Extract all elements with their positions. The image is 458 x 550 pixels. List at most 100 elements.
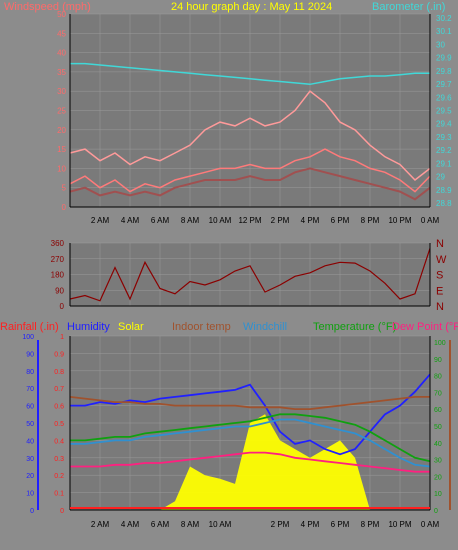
humidity-label: Humidity — [67, 321, 110, 333]
panel1-right-tick-label: 30.1 — [436, 27, 452, 36]
panel3-series — [69, 373, 431, 510]
rain-label: Rainfall (.in) — [0, 321, 59, 333]
panel1-right-tick-label: 28.8 — [436, 199, 452, 208]
panel1-right-tick-label: 29.3 — [436, 133, 452, 142]
panel1-x-tick-label: 2 PM — [271, 216, 290, 225]
panel3-rain-tick-label: 0.5 — [54, 421, 64, 428]
panel1-x-tick-label: 8 AM — [181, 216, 200, 225]
panel1-x-tick-label: 8 PM — [361, 216, 380, 225]
panel3-left-tick-label: 30 — [26, 456, 34, 463]
panel1-x-tick-label: 10 AM — [209, 216, 232, 225]
panel2-left-tick-label: 360 — [51, 239, 65, 248]
indoor-label: Indoor temp — [172, 321, 231, 333]
panel3-right-tick-label: 90 — [434, 357, 442, 364]
panel3-left-tick-label: 20 — [26, 473, 34, 480]
series-barometer — [70, 62, 430, 86]
series-windspeed — [69, 148, 431, 193]
panel3-x-tick-label: 4 PM — [301, 520, 320, 529]
series-direction — [69, 248, 431, 302]
panel1-left-tick-label: 50 — [57, 10, 66, 19]
panel3-rain-tick-label: 0.9 — [54, 351, 64, 358]
panel3-left-tick-label: 80 — [26, 369, 34, 376]
panel1-series — [69, 62, 431, 201]
panel1-left-tick-label: 10 — [57, 164, 66, 173]
panel2-right-tick-label: W — [436, 254, 447, 266]
panel3-right-tick-label: 10 — [434, 491, 442, 498]
panel1-left-tick-label: 20 — [57, 126, 66, 135]
panel3-rain-tick-label: 0.8 — [54, 369, 64, 376]
windchill-label: Windchill — [243, 321, 287, 333]
panel1-x-tick-label: 0 AM — [421, 216, 440, 225]
panel3-x-tick-label: 0 AM — [421, 520, 440, 529]
panel3-right-tick-label: 100 — [434, 340, 446, 347]
panel1-x-tick-label: 2 AM — [91, 216, 110, 225]
panel3-rain-tick-label: 0 — [60, 508, 64, 515]
panel1-left-tick-label: 35 — [57, 68, 66, 77]
windspeed-axis-label: Windspeed (mph) — [4, 1, 91, 13]
panel3-rain-tick-label: 0.2 — [54, 473, 64, 480]
panel1-x-tick-label: 4 AM — [121, 216, 140, 225]
panel3-left-tick-label: 10 — [26, 491, 34, 498]
series-windgust — [69, 90, 431, 182]
panel2-left-tick-label: 0 — [60, 302, 65, 311]
panel1-right-tick-label: 29.9 — [436, 54, 452, 63]
panel2-right-tick-label: N — [436, 238, 444, 250]
panel2-left-tick-label: 270 — [51, 255, 65, 264]
panel3-left-tick-label: 90 — [26, 351, 34, 358]
panel1-x-tick-label: 4 PM — [301, 216, 320, 225]
panel1-left-tick-label: 15 — [57, 145, 66, 154]
panel2-right-tick-label: E — [436, 285, 443, 297]
panel3-left-tick-label: 50 — [26, 421, 34, 428]
panel3-right-tick-label: 0 — [434, 508, 438, 515]
panel1-right-tick-label: 29.7 — [436, 80, 452, 89]
panel3-left-tick-label: 0 — [30, 508, 34, 515]
series-temperature — [70, 413, 431, 463]
panel3-x-tick-label: 8 AM — [181, 520, 200, 529]
panel3-left-tick-label: 60 — [26, 404, 34, 411]
panel3-rain-tick-label: 0.3 — [54, 456, 64, 463]
panel1-left-tick-label: 0 — [62, 203, 67, 212]
panel1-x-tick-label: 6 PM — [331, 216, 350, 225]
panel3-left-tick-label: 40 — [26, 438, 34, 445]
panel3-right-tick-label: 40 — [434, 441, 442, 448]
panel1-left-tick-label: 45 — [57, 29, 66, 38]
temperature-label: Temperature (°F) — [313, 321, 396, 333]
panel3-x-tick-label: 10 AM — [209, 520, 232, 529]
panel3-rain-tick-label: 0.6 — [54, 404, 64, 411]
panel1-right-tick-label: 30.2 — [436, 14, 452, 23]
panel3-rain-tick-label: 1 — [60, 334, 64, 341]
panel3-left-tick-label: 70 — [26, 386, 34, 393]
series-solar — [70, 414, 430, 510]
panel3-rain-tick-label: 0.4 — [54, 438, 64, 445]
solar-label: Solar — [118, 321, 144, 333]
panel3-x-tick-label: 8 PM — [361, 520, 380, 529]
panel3-right-tick-label: 70 — [434, 390, 442, 397]
panel3-rain-tick-label: 0.1 — [54, 491, 64, 498]
dewpoint-label: Dew Point (°F — [392, 321, 458, 333]
panel3-x-tick-label: 2 AM — [91, 520, 110, 529]
panel1-x-tick-label: 6 AM — [151, 216, 170, 225]
series-windchill — [70, 418, 431, 468]
barometer-axis-label: Barometer (.in) — [372, 1, 445, 13]
panel3-x-tick-label: 4 AM — [121, 520, 140, 529]
panel3-right-tick-label: 60 — [434, 407, 442, 414]
panel2-left-tick-label: 180 — [51, 271, 65, 280]
panel1-right-tick-label: 30 — [436, 40, 445, 49]
panel1-left-tick-label: 30 — [57, 87, 66, 96]
panel1-right-tick-label: 29.2 — [436, 146, 452, 155]
panel1-right-tick-label: 29.4 — [436, 120, 452, 129]
panel2-right-tick-label: N — [436, 301, 444, 313]
panel3-rain-tick-label: 0.7 — [54, 386, 64, 393]
series-windavg — [69, 167, 431, 201]
panel1-right-tick-label: 29.8 — [436, 67, 452, 76]
panel1-left-tick-label: 5 — [62, 184, 67, 193]
panel3-x-tick-label: 2 PM — [271, 520, 290, 529]
panel1-right-tick-label: 29.5 — [436, 107, 452, 116]
panel2-series — [69, 248, 431, 302]
series-indoor_temp — [69, 395, 430, 411]
panel2-left-tick-label: 90 — [55, 286, 64, 295]
series-dewpoint — [70, 451, 430, 473]
panel3-left-tick-label: 100 — [22, 334, 34, 341]
